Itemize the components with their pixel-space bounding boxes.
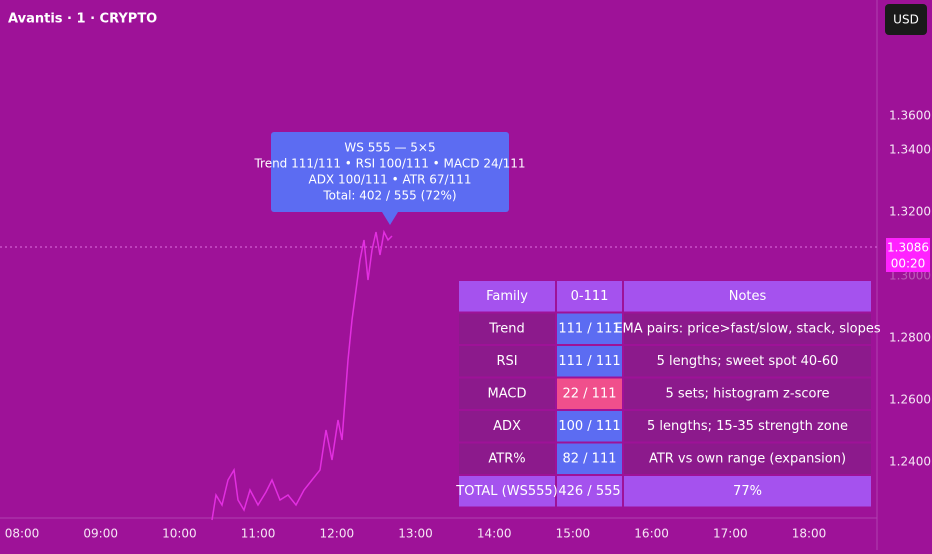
header-cell: 0-111 (571, 289, 609, 304)
table-cell: 5 lengths; 15-35 strength zone (647, 419, 848, 434)
header-cell-bg (557, 281, 622, 312)
table-cell: 82 / 111 (563, 451, 617, 466)
tooltip-line: Total: 402 / 555 (72%) (322, 189, 456, 203)
table-cell-bg (459, 476, 555, 507)
time-label: 16:00 (634, 527, 669, 541)
currency-button[interactable] (885, 4, 927, 35)
table-cell: RSI (496, 354, 517, 369)
price-path (211, 229, 393, 521)
table-cell-bg (459, 443, 555, 474)
table-cell-bg (624, 411, 871, 442)
header-cell: Notes (729, 289, 767, 304)
table-cell-bg (459, 313, 555, 344)
current-price: 1.3086 (887, 241, 929, 255)
table-cell: TOTAL (WS555) (455, 484, 557, 499)
table-cell: 5 lengths; sweet spot 40-60 (657, 354, 839, 369)
table-cell-bg (624, 443, 871, 474)
price-label: 1.2800 (889, 331, 931, 345)
header-cell-bg (624, 281, 871, 312)
table-cell: 111 / 111 (558, 321, 620, 336)
header-title: Avantis · 1 · CRYPTO (8, 12, 157, 27)
table-cell-bg (459, 411, 555, 442)
price-label: 1.2400 (889, 455, 931, 469)
time-label: 17:00 (713, 527, 748, 541)
time-label: 09:00 (83, 527, 118, 541)
tooltip: WS 555 — 5×5 Trend 111/111 • RSI 100/111 … (253, 132, 526, 225)
table-cell: 100 / 111 (558, 419, 620, 434)
table-cell-bg (624, 313, 871, 344)
table-cell: 111 / 111 (558, 354, 620, 369)
time-label: 08:00 (5, 527, 40, 541)
header-cell: Family (486, 289, 528, 304)
table-cell: 426 / 555 (558, 484, 620, 499)
table-cell-bg (557, 378, 622, 409)
table-cell: 5 sets; histogram z-score (665, 386, 829, 401)
time-label: 10:00 (162, 527, 197, 541)
table-cell-bg (459, 346, 555, 377)
table-cell-bg (624, 346, 871, 377)
table-cell: MACD (488, 386, 527, 401)
time-label: 11:00 (241, 527, 276, 541)
table-cell-bg (459, 378, 555, 409)
table-cell-bg (557, 411, 622, 442)
time-label: 18:00 (792, 527, 827, 541)
currency-label[interactable]: USD (893, 13, 919, 27)
countdown: 00:20 (891, 257, 926, 271)
table-cell-bg (557, 443, 622, 474)
tooltip-line: WS 555 — 5×5 (344, 141, 435, 155)
table-cell-bg (557, 476, 622, 507)
table-cell: 22 / 111 (563, 386, 617, 401)
table-cell: 77% (733, 484, 762, 499)
tooltip-line: ADX 100/111 • ATR 67/111 (308, 173, 471, 187)
table-cell: EMA pairs: price>fast/slow, stack, slope… (614, 321, 881, 336)
tooltip-pointer (382, 212, 398, 225)
table-cell: ATR vs own range (expansion) (649, 451, 846, 466)
table-cell: Trend (488, 321, 525, 336)
table-cell-bg (624, 476, 871, 507)
current-price-box (886, 238, 930, 272)
tooltip-box (271, 132, 509, 212)
price-label: 1.3200 (889, 205, 931, 219)
table-cell-bg (557, 346, 622, 377)
table-cell: ATR% (488, 451, 525, 466)
tooltip-line: Trend 111/111 • RSI 100/111 • MACD 24/11… (253, 157, 525, 171)
price-label: 1.3400 (889, 143, 931, 157)
table-cell: ADX (493, 419, 521, 434)
table-cell-bg (624, 378, 871, 409)
price-label: 1.3600 (889, 109, 931, 123)
table-cell-bg (557, 313, 622, 344)
time-label: 13:00 (398, 527, 433, 541)
time-label: 12:00 (320, 527, 355, 541)
price-label: 1.2600 (889, 393, 931, 407)
time-label: 14:00 (477, 527, 512, 541)
header-cell-bg (459, 281, 555, 312)
time-label: 15:00 (556, 527, 591, 541)
